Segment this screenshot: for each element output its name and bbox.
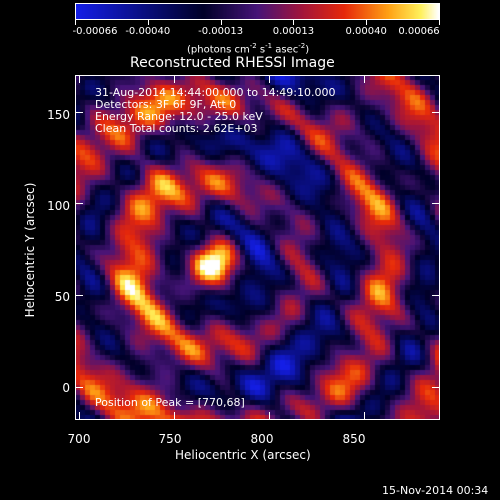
- colorbar-tick-label: -0.00013: [198, 26, 244, 37]
- colorbar-tick-label: 0.00066: [398, 26, 440, 37]
- x-tick: [173, 75, 175, 83]
- y-tick: [432, 295, 440, 297]
- plot-frame: [75, 75, 440, 420]
- colorbar-tick: [366, 20, 368, 25]
- info-line-2: Detectors: 3F 6F 9F, Att 0: [95, 98, 237, 111]
- x-tick-label-750: 750: [158, 432, 182, 446]
- timestamp: 15-Nov-2014 00:34: [382, 484, 489, 497]
- colorbar-tick: [220, 20, 222, 25]
- y-tick-label-150: 150: [47, 108, 70, 122]
- colorbar-tick: [439, 20, 440, 25]
- colorbar-tick: [293, 20, 295, 25]
- y-tick-label-100: 100: [47, 199, 70, 213]
- x-tick: [78, 75, 80, 83]
- info-line-4: Clean Total counts: 2.62E+03: [95, 122, 258, 135]
- plot-title: Reconstructed RHESSI Image: [130, 55, 335, 71]
- y-tick: [432, 111, 440, 113]
- x-tick-label-850: 850: [342, 432, 366, 446]
- x-tick: [268, 75, 270, 83]
- x-tick: [363, 412, 365, 420]
- info-line-3: Energy Range: 12.0 - 25.0 keV: [95, 110, 263, 123]
- x-tick: [268, 412, 270, 420]
- colorbar-tick-label: -0.00066: [72, 26, 118, 37]
- y-tick: [432, 386, 440, 388]
- x-axis-title: Heliocentric X (arcsec): [175, 448, 311, 462]
- y-tick: [75, 111, 83, 113]
- peak-label: Position of Peak = [770,68]: [95, 396, 245, 409]
- y-tick: [75, 295, 83, 297]
- rhessi-image: [75, 75, 440, 420]
- y-tick-label-50: 50: [54, 290, 70, 304]
- colorbar-tick-label: 0.00013: [272, 26, 315, 37]
- y-tick: [75, 203, 83, 205]
- x-tick: [173, 412, 175, 420]
- colorbar-units: (photons cm-2 s-1 asec-2): [187, 42, 310, 56]
- colorbar-tick: [147, 20, 149, 25]
- y-tick-label-0: 0: [62, 381, 70, 395]
- colorbar: [75, 3, 440, 20]
- y-tick: [75, 386, 83, 388]
- y-tick: [432, 203, 440, 205]
- colorbar-tick-label: 0.00040: [345, 26, 387, 37]
- info-line-1: 31-Aug-2014 14:44:00.000 to 14:49:10.000: [95, 86, 336, 99]
- colorbar-tick-label: -0.00040: [125, 26, 171, 37]
- x-tick-label-700: 700: [67, 432, 91, 446]
- x-tick: [78, 412, 80, 420]
- image-plot: 31-Aug-2014 14:44:00.000 to 14:49:10.000…: [75, 75, 440, 420]
- x-tick-label-800: 800: [250, 432, 274, 446]
- x-tick: [363, 75, 365, 83]
- y-axis-title: Heliocentric Y (arcsec): [23, 182, 37, 318]
- colorbar-tick: [75, 20, 76, 25]
